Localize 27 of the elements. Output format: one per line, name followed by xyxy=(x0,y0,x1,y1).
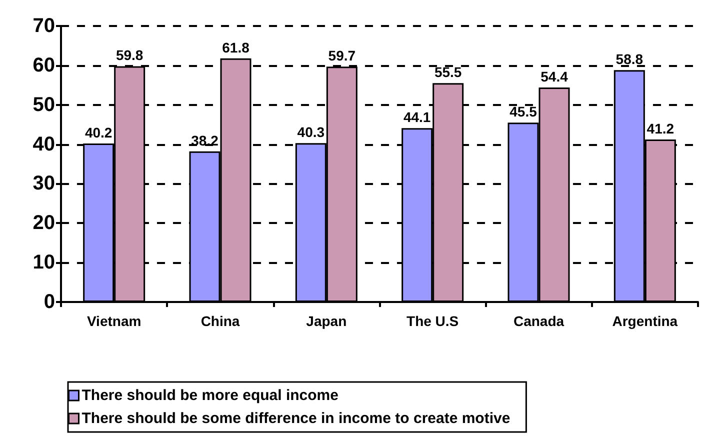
y-tick-label: 30 xyxy=(32,172,55,195)
y-tick-label: 40 xyxy=(32,133,55,156)
x-tick-label: The U.S xyxy=(406,313,459,329)
y-tick-label: 60 xyxy=(32,54,55,76)
data-label: 55.5 xyxy=(434,64,462,80)
data-label: 54.4 xyxy=(540,68,568,85)
data-label: 61.8 xyxy=(222,39,250,56)
y-tick-label: 20 xyxy=(32,212,55,234)
x-tick-label: China xyxy=(200,313,240,329)
data-label: 40.2 xyxy=(84,124,112,140)
x-tick-label: Argentina xyxy=(612,313,678,329)
data-label: 41.2 xyxy=(646,120,674,137)
y-tick-label: 0 xyxy=(44,291,55,313)
data-label: 59.8 xyxy=(116,47,144,64)
x-tick-label: Vietnam xyxy=(86,313,142,329)
y-tick-label: 50 xyxy=(32,94,55,116)
data-label: 45.5 xyxy=(510,104,538,120)
data-label: 59.7 xyxy=(328,48,356,64)
x-tick-label: Japan xyxy=(306,313,347,329)
x-tick-label: Canada xyxy=(513,313,564,329)
data-label: 58.8 xyxy=(616,51,644,68)
data-label: 44.1 xyxy=(403,109,431,126)
y-tick-label: 10 xyxy=(32,252,55,274)
data-label: 40.3 xyxy=(297,124,325,140)
legend-label: There should be more equal income xyxy=(82,387,338,404)
legend-label: There should be some difference in income to create motive xyxy=(82,410,510,427)
y-tick-label: 70 xyxy=(32,15,55,37)
